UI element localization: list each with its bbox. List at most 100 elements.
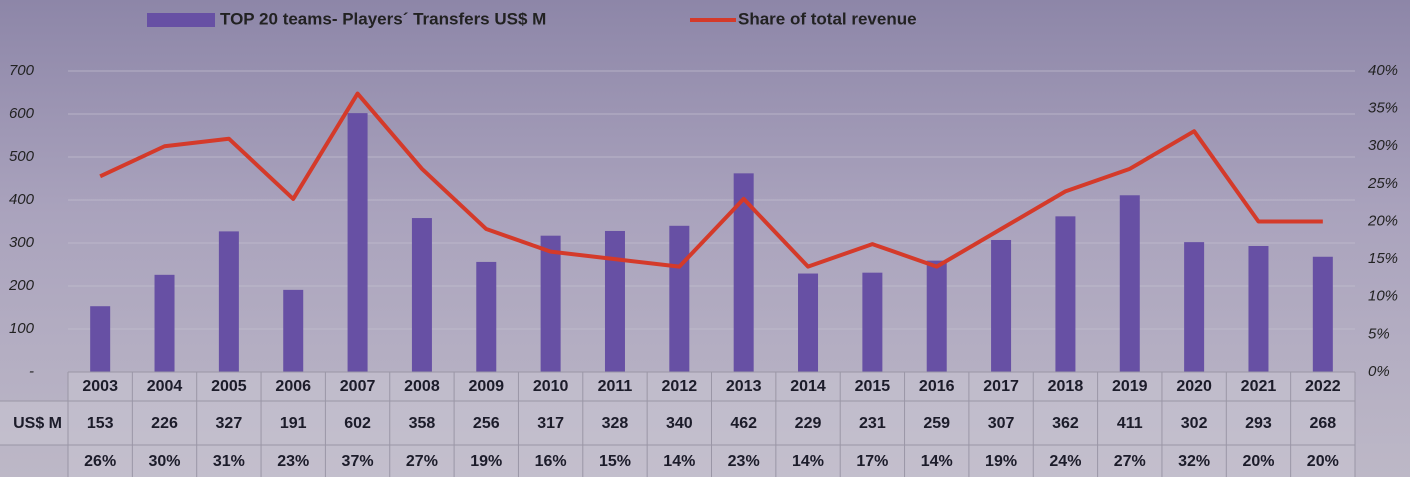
- y2-tick-label: 25%: [1367, 175, 1398, 192]
- table-value: 302: [1181, 415, 1208, 432]
- table-value: 27%: [1114, 453, 1146, 470]
- table-value: 307: [988, 415, 1015, 432]
- x-tick-label: 2014: [790, 378, 826, 395]
- x-tick-label: 2007: [340, 378, 376, 395]
- table-value: 15%: [599, 453, 631, 470]
- bar: [1184, 242, 1205, 372]
- table-value: 20%: [1307, 453, 1339, 470]
- x-tick-label: 2021: [1241, 378, 1277, 395]
- bar: [411, 218, 432, 372]
- table-value: 362: [1052, 415, 1079, 432]
- x-tick-label: 2011: [598, 378, 633, 395]
- y-tick-label: 600: [9, 105, 35, 122]
- x-tick-label: 2013: [726, 378, 762, 395]
- table-value: 26%: [84, 453, 116, 470]
- bar: [926, 260, 947, 372]
- table-value: 14%: [792, 453, 824, 470]
- table-row-label: US$ M: [13, 415, 62, 432]
- x-tick-label: 2017: [983, 378, 1019, 395]
- table-value: 16%: [535, 453, 567, 470]
- table-value: 191: [280, 415, 307, 432]
- bar: [798, 273, 819, 372]
- table-value: 23%: [277, 453, 309, 470]
- table-value: 602: [344, 415, 371, 432]
- y-tick-label: 100: [9, 320, 35, 337]
- bar: [1248, 246, 1269, 372]
- table-value: 27%: [406, 453, 438, 470]
- table-value: 340: [666, 415, 693, 432]
- x-tick-label: 2019: [1112, 378, 1148, 395]
- x-tick-label: 2022: [1305, 378, 1341, 395]
- y-tick-label: 400: [9, 191, 35, 208]
- table-value: 32%: [1178, 453, 1210, 470]
- x-tick-label: 2004: [147, 378, 183, 395]
- table-value: 31%: [213, 453, 245, 470]
- y-tick-label: 700: [9, 62, 35, 79]
- x-tick-label: 2006: [275, 378, 311, 395]
- bar: [283, 289, 304, 372]
- x-tick-label: 2015: [855, 378, 891, 395]
- table-value: 30%: [149, 453, 181, 470]
- bar: [347, 113, 368, 372]
- table-value: 23%: [728, 453, 760, 470]
- table-value: 153: [87, 415, 114, 432]
- table-value: 17%: [856, 453, 888, 470]
- line: [99, 91, 1323, 269]
- table-value: 268: [1309, 415, 1336, 432]
- table-bg: [0, 401, 68, 445]
- table-value: 19%: [985, 453, 1017, 470]
- y2-tick-label: 5%: [1368, 325, 1390, 342]
- y2-tick-label: 15%: [1368, 250, 1398, 267]
- table-value: 327: [216, 415, 243, 432]
- y2-tick-label: 0%: [1368, 363, 1390, 380]
- bar: [154, 274, 175, 372]
- x-tick-label: 2009: [468, 378, 504, 395]
- y2-tick-label: 20%: [1367, 212, 1398, 229]
- table-value: 226: [151, 415, 178, 432]
- table-value: 317: [537, 415, 564, 432]
- table-value: 37%: [342, 453, 374, 470]
- bar: [1055, 216, 1076, 372]
- table-value: 462: [730, 415, 757, 432]
- table-value: 14%: [663, 453, 695, 470]
- y2-tick-label: 10%: [1368, 288, 1398, 305]
- y-tick-label: -: [29, 363, 34, 380]
- x-tick-label: 2012: [662, 378, 698, 395]
- bar: [1119, 195, 1140, 372]
- bar: [218, 231, 239, 372]
- x-tick-label: 2010: [533, 378, 569, 395]
- x-tick-label: 2008: [404, 378, 440, 395]
- table-value: 19%: [470, 453, 502, 470]
- legend-label: Share of total revenue: [738, 9, 917, 28]
- table-value: 256: [473, 415, 500, 432]
- table-value: 328: [602, 415, 629, 432]
- bar: [1312, 256, 1333, 372]
- bar: [733, 173, 754, 372]
- legend-label: TOP 20 teams- Players´ Transfers US$ M: [220, 9, 546, 28]
- x-tick-label: 2003: [82, 378, 118, 395]
- x-tick-label: 2020: [1176, 378, 1212, 395]
- table-value: 358: [409, 415, 436, 432]
- table-value: 20%: [1242, 453, 1274, 470]
- table-value: 293: [1245, 415, 1272, 432]
- y2-tick-label: 30%: [1368, 137, 1398, 154]
- table-value: 229: [795, 415, 822, 432]
- table-value: 231: [859, 415, 886, 432]
- y2-tick-label: 35%: [1368, 100, 1398, 117]
- legend-swatch: [147, 13, 215, 27]
- table-value: 14%: [921, 453, 953, 470]
- y2-tick-label: 40%: [1368, 62, 1398, 79]
- y-tick-label: 300: [9, 234, 35, 251]
- bar: [604, 230, 625, 372]
- bar: [476, 261, 497, 372]
- bar: [90, 306, 111, 372]
- x-tick-label: 2005: [211, 378, 247, 395]
- table-value: 24%: [1049, 453, 1081, 470]
- table-value: 411: [1117, 415, 1143, 432]
- y-tick-label: 200: [8, 277, 35, 294]
- table-value: 259: [923, 415, 950, 432]
- bar: [669, 225, 690, 372]
- bar: [991, 239, 1012, 372]
- bar: [862, 272, 883, 372]
